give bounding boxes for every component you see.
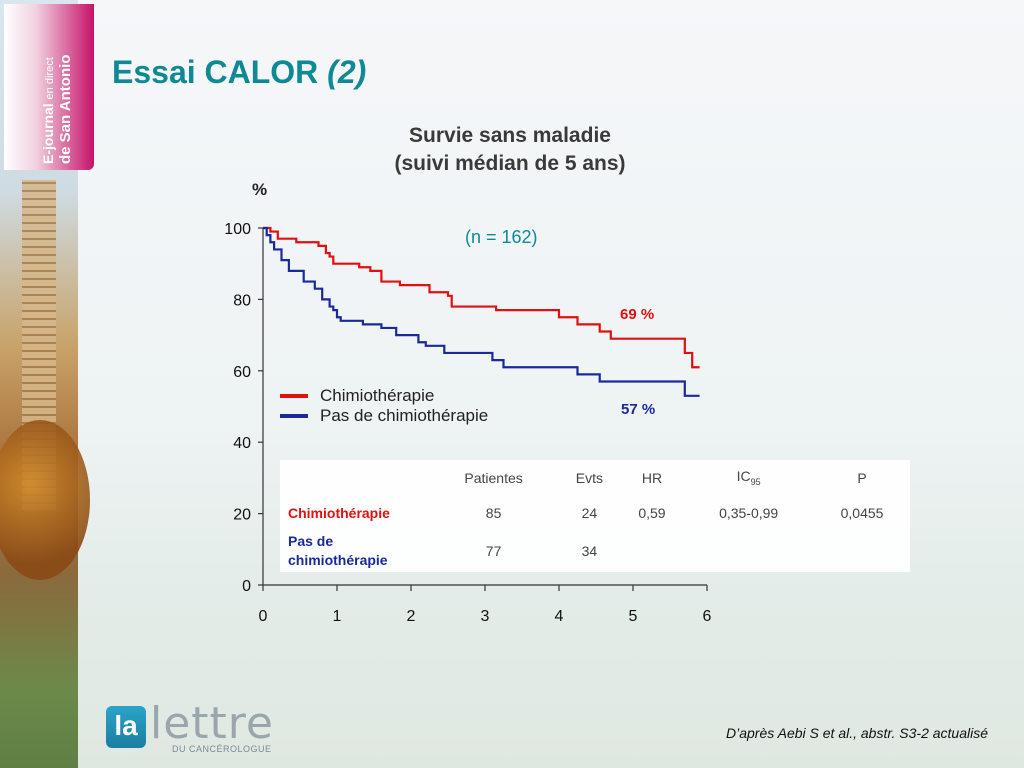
table-header-ic: IC95 (683, 460, 814, 495)
y-tick-label: 0 (242, 578, 251, 595)
km-curve-no-chimio (263, 226, 700, 397)
table-cell (814, 531, 910, 571)
chart-curves (263, 226, 700, 397)
series-end-label-chimio: 69 % (620, 306, 655, 323)
results-table: Patientes Evts HR IC95 P Chimiothérapie … (280, 460, 910, 572)
table-cell (683, 531, 814, 571)
table-cell (621, 531, 684, 571)
table-row: Pas de chimiothérapie 77 34 (280, 531, 910, 571)
legend-swatch-blue (280, 414, 308, 418)
table-header-row: Patientes Evts HR IC95 P (280, 460, 910, 495)
x-tick-label: 0 (259, 608, 268, 625)
table-cell: 34 (581, 543, 598, 559)
table-header-evts: Evts (575, 469, 604, 486)
logo-mark: la (106, 706, 146, 748)
legend-item-chimio: Chimiothérapie (280, 386, 488, 406)
autumn-tree (0, 420, 90, 580)
x-tick-label: 4 (555, 608, 564, 625)
x-tick-label: 2 (407, 608, 416, 625)
table-header-ic-text: IC (736, 468, 751, 485)
table-header-ic-subscript: 95 (750, 476, 761, 487)
table-row-label: Pas de chimiothérapie (288, 533, 388, 568)
y-tick-label: 100 (224, 221, 251, 238)
chart-title: Survie sans maladie (suivi médian de 5 a… (300, 122, 720, 178)
series-end-label-no-chimio: 57 % (621, 401, 656, 418)
x-tick-label: 6 (703, 608, 712, 625)
logo-subtitle: DU CANCÉROLOGUE (172, 744, 272, 754)
table-row-label: Chimiothérapie (288, 505, 390, 521)
y-tick-label: 60 (233, 364, 251, 381)
y-tick-label: 40 (233, 435, 251, 452)
table-cell: 77 (485, 543, 502, 559)
table-header-empty (280, 460, 429, 495)
chart-title-line1: Survie sans maladie (409, 124, 611, 147)
source-citation: D’après Aebi S et al., abstr. S3-2 actua… (726, 725, 988, 741)
x-tick-label: 3 (481, 608, 490, 625)
sample-size-annotation: (n = 162) (465, 227, 538, 247)
slide-title-suffix: (2) (327, 54, 367, 90)
legend-label-no-chimio: Pas de chimiothérapie (320, 406, 489, 425)
slide-title-main: Essai CALOR (112, 54, 319, 90)
table-header-patientes: Patientes (464, 469, 523, 486)
table-header-hr: HR (641, 469, 663, 486)
chart-title-line2: (suivi médian de 5 ans) (394, 152, 626, 175)
y-tick-label: 80 (233, 292, 251, 309)
chart-legend: Chimiothérapie Pas de chimiothérapie (280, 386, 488, 426)
table-cell: 0,35-0,99 (719, 505, 779, 521)
table-cell: 0,59 (638, 505, 666, 521)
x-tick-label: 1 (333, 608, 342, 625)
x-tick-label: 5 (629, 608, 638, 625)
legend-item-no-chimio: Pas de chimiothérapie (280, 406, 488, 426)
km-curve-chimio (263, 226, 700, 369)
table-cell: 24 (581, 505, 598, 521)
table-cell: 0,0455 (840, 505, 884, 521)
slide-title: Essai CALOR (2) (112, 54, 366, 91)
table-row: Chimiothérapie 85 24 0,59 0,35-0,99 0,04… (280, 495, 910, 531)
la-lettre-logo: la lettre DU CANCÉROLOGUE (106, 698, 306, 754)
table-header-p: P (857, 469, 867, 486)
y-tick-label: 20 (233, 507, 251, 524)
ejournal-badge: E-journal en direct de San Antonio (4, 4, 94, 170)
table-cell: 85 (485, 505, 502, 521)
legend-swatch-red (280, 394, 308, 398)
logo-word: lettre (150, 698, 274, 749)
legend-label-chimio: Chimiothérapie (320, 386, 435, 405)
y-axis-unit: % (252, 180, 268, 199)
